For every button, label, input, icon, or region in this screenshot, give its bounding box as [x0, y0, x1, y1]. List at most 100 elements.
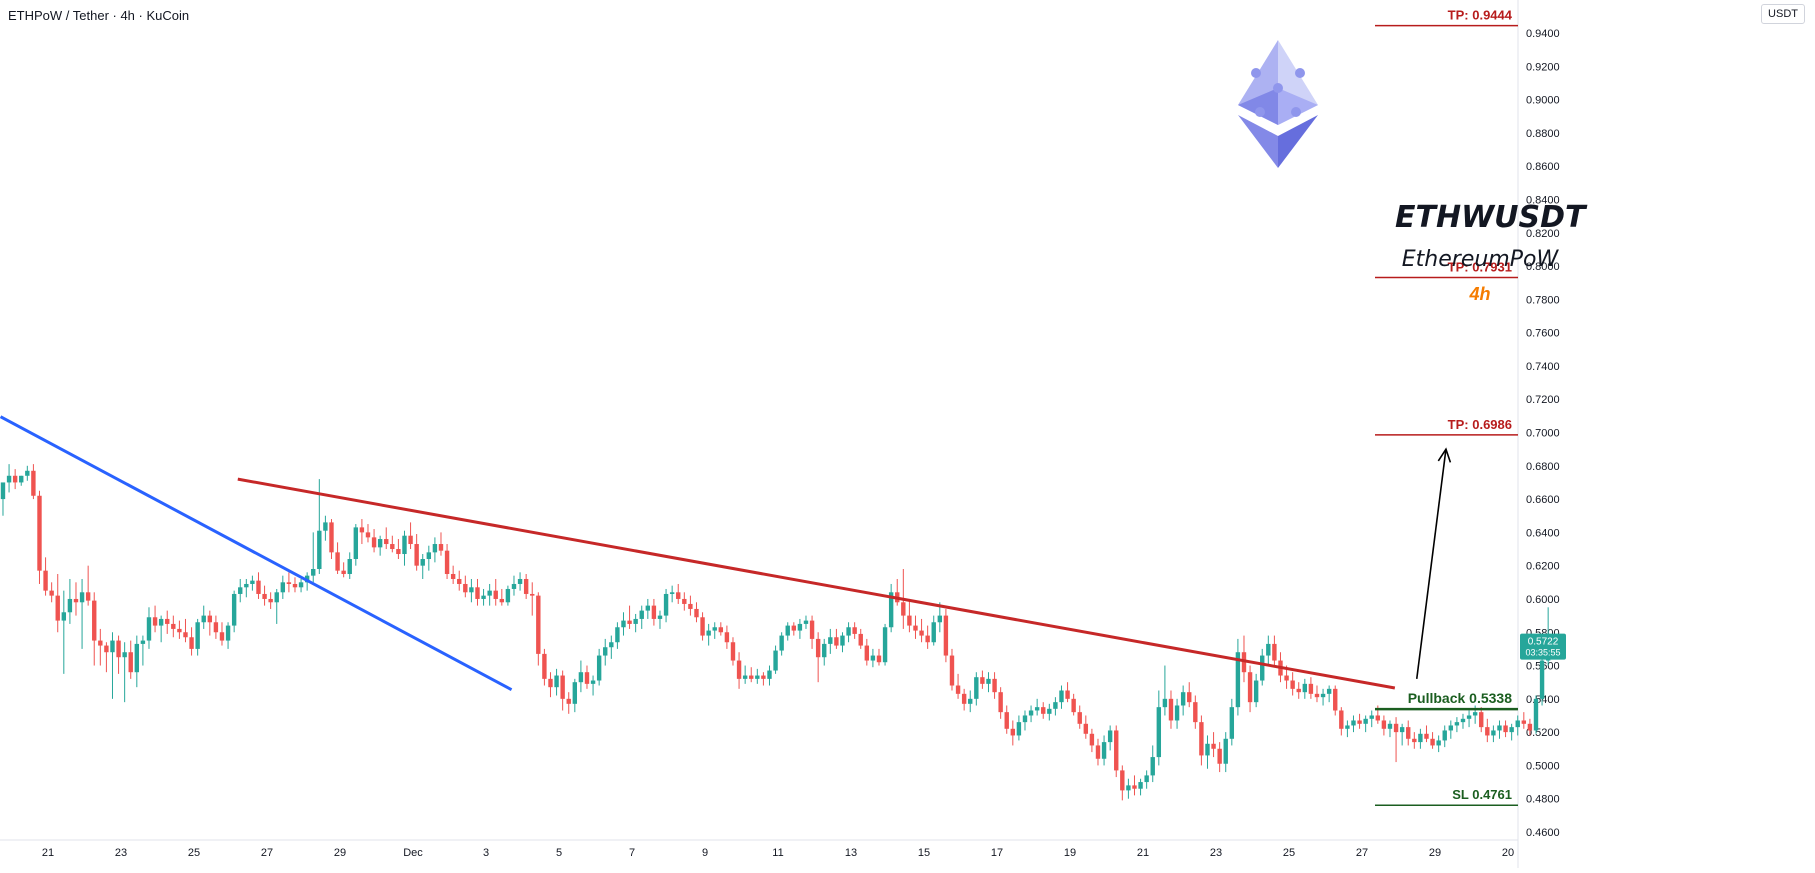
candle-body	[0, 482, 6, 500]
candle-body	[450, 573, 456, 579]
candle-body	[1028, 710, 1034, 716]
y-tick-label: 0.8400	[1526, 194, 1560, 206]
candle-body	[815, 638, 821, 658]
candle-body	[420, 559, 425, 566]
candle-body	[870, 655, 876, 661]
candle-body	[621, 620, 626, 628]
candle-body	[1077, 712, 1082, 724]
candle-body	[633, 618, 638, 624]
candle-body	[536, 595, 541, 654]
x-tick-label: 5	[556, 847, 562, 859]
x-tick-label: 27	[1356, 847, 1368, 859]
candle-body	[475, 587, 480, 599]
candle-body	[73, 598, 79, 603]
candle-body	[1308, 683, 1314, 694]
candle-body	[584, 672, 590, 684]
x-tick-label: 19	[1064, 847, 1076, 859]
candle-body	[1326, 688, 1332, 694]
candle-body	[992, 678, 997, 693]
candle-body	[1509, 727, 1514, 733]
candle-body	[37, 495, 42, 571]
candle-body	[371, 537, 377, 548]
candle-body	[669, 592, 675, 594]
bar-countdown: 03:35:55	[1525, 648, 1560, 658]
candle-body	[961, 693, 967, 704]
coin-name-title: EthereumPoW	[1401, 247, 1559, 272]
candle-body	[158, 618, 164, 626]
candle-body	[1442, 730, 1447, 741]
candle-body	[19, 475, 24, 483]
candle-body	[146, 617, 152, 641]
candle-body	[1533, 698, 1539, 731]
candle-body	[511, 583, 517, 589]
candle-body	[1095, 745, 1101, 759]
y-tick-label: 0.8600	[1526, 161, 1560, 173]
candle-body	[487, 590, 492, 596]
candle-body	[1059, 690, 1064, 703]
candle-body	[706, 630, 711, 636]
candle-body	[104, 645, 109, 653]
x-tick-label: 23	[115, 847, 127, 859]
candle-body	[438, 544, 444, 551]
x-tick-label: 29	[1429, 847, 1441, 859]
candle-body	[1284, 675, 1289, 681]
candle-body	[1083, 723, 1089, 734]
candle-body	[1010, 728, 1016, 736]
candle-body	[627, 620, 632, 624]
y-tick-label: 0.7400	[1526, 361, 1560, 373]
candle-body	[1205, 743, 1210, 756]
candle-body	[286, 582, 292, 584]
candle-body	[596, 655, 602, 681]
candle-body	[834, 637, 839, 646]
x-tick-label: 29	[334, 847, 346, 859]
candle-body	[1302, 683, 1308, 693]
x-tick-label: 9	[702, 847, 708, 859]
candle-body	[298, 582, 304, 588]
candle-body	[43, 570, 48, 591]
candle-body	[152, 617, 158, 626]
candle-body	[1472, 712, 1478, 716]
candle-body	[590, 680, 596, 684]
candle-body	[1485, 727, 1490, 736]
candle-body	[742, 675, 748, 679]
x-tick-label: 11	[772, 847, 783, 859]
x-tick-label: 27	[261, 847, 273, 859]
candle-body	[505, 588, 511, 603]
y-tick-label: 0.9000	[1526, 95, 1560, 107]
blue-trendline[interactable]	[0, 415, 513, 692]
candle-body	[968, 698, 973, 704]
candle-body	[1333, 688, 1338, 711]
candle-body	[463, 583, 468, 593]
x-tick-label: 7	[629, 847, 635, 859]
candle-body	[85, 592, 91, 601]
candle-body	[1004, 712, 1009, 729]
candle-body	[1357, 720, 1362, 724]
candle-body	[140, 640, 146, 644]
candle-body	[1503, 725, 1508, 733]
y-tick-label: 0.8200	[1526, 228, 1560, 240]
candle-body	[1320, 693, 1326, 698]
candle-body	[1272, 643, 1277, 661]
candle-body	[1497, 725, 1502, 731]
candle-body	[1138, 782, 1143, 789]
candle-body	[1223, 738, 1228, 764]
y-tick-label: 0.9400	[1526, 28, 1560, 40]
x-tick-label: 25	[188, 847, 200, 859]
candle-body	[974, 677, 979, 699]
candle-body	[384, 539, 389, 545]
candle-body	[377, 539, 383, 548]
x-tick-label: 20	[1502, 847, 1514, 859]
candle-body	[578, 672, 584, 683]
x-tick-label: 25	[1283, 847, 1295, 859]
red-trendline[interactable]	[237, 477, 1396, 690]
candle-body	[517, 578, 523, 584]
x-tick-label: 13	[845, 847, 857, 859]
candle-body	[542, 653, 547, 679]
candle-body	[901, 602, 906, 616]
current-price-badge[interactable]	[1520, 633, 1566, 660]
candle-body	[755, 675, 760, 679]
candle-body	[25, 470, 30, 476]
price-unit-badge[interactable]: USDT	[1761, 4, 1805, 24]
